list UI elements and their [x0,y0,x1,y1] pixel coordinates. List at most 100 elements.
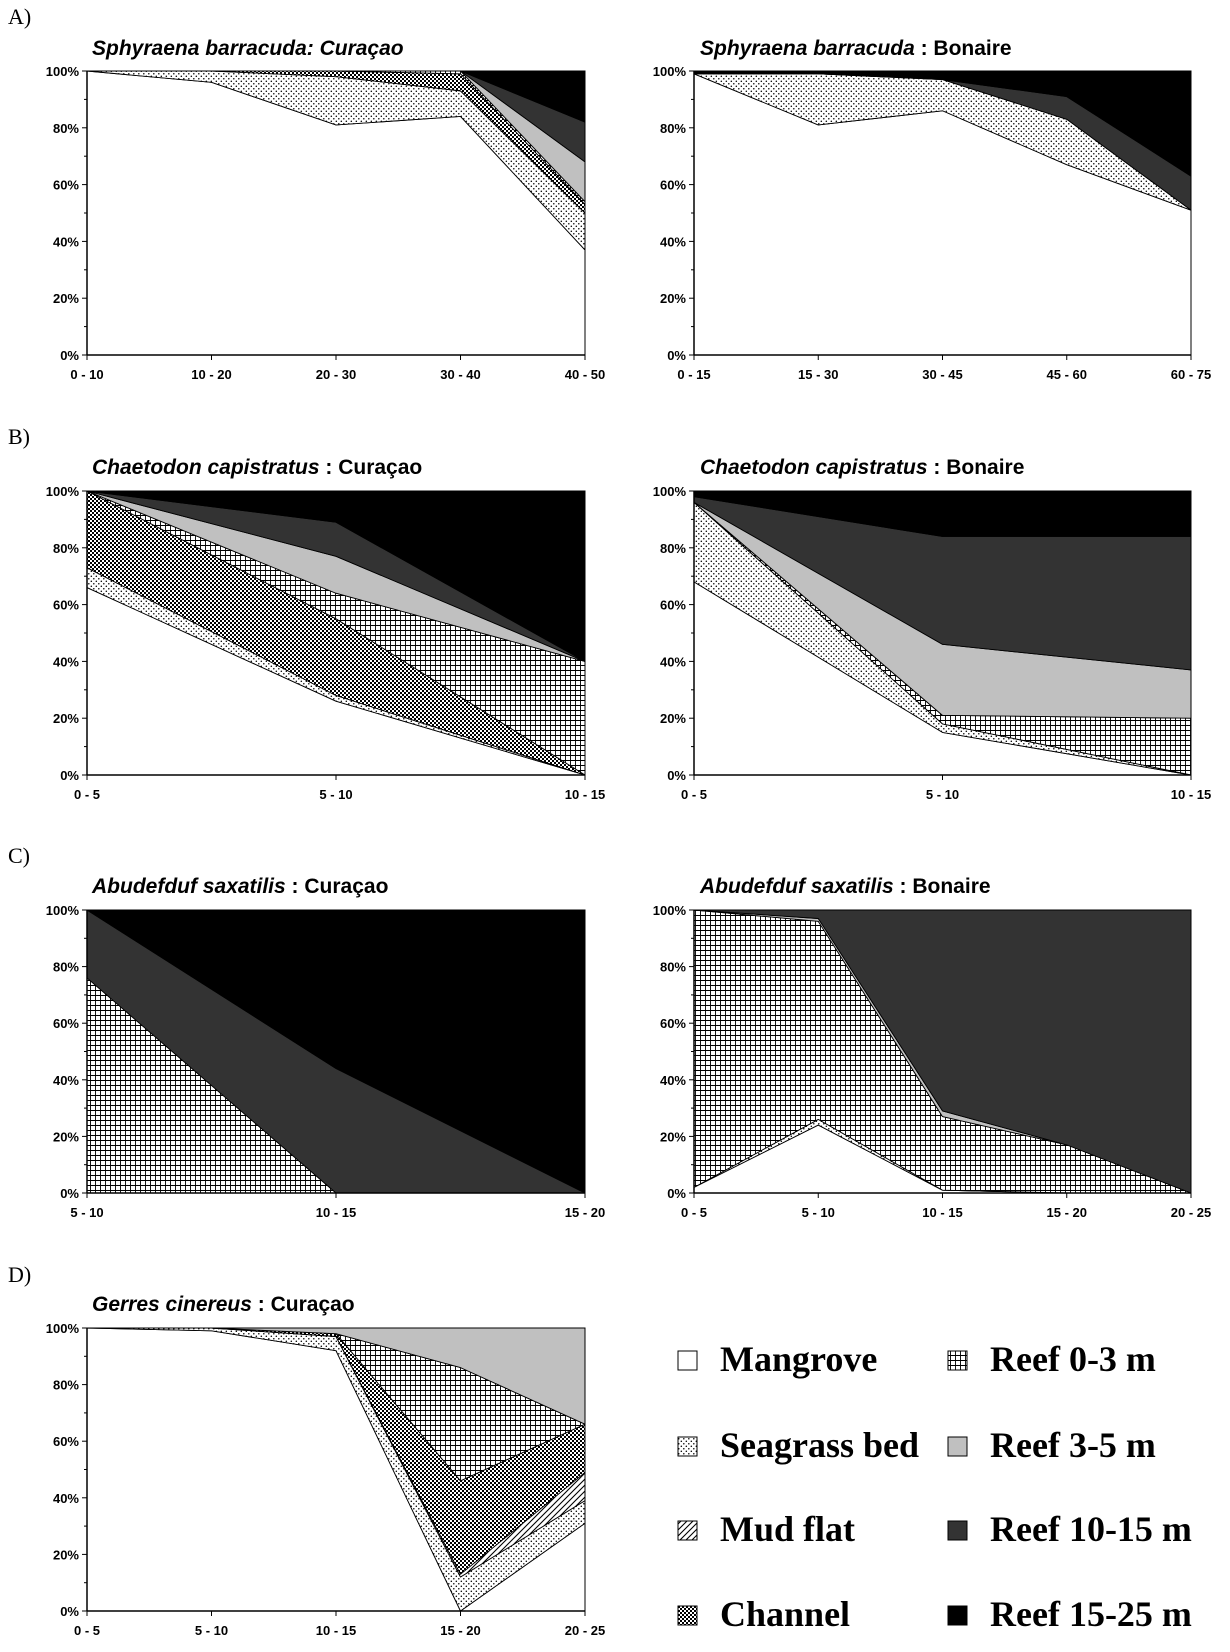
y-tick-label: 40% [660,654,686,669]
legend-swatch [947,1350,968,1371]
x-tick-label: 30 - 40 [440,367,480,382]
y-tick-label: 100% [46,484,80,499]
x-tick-label: 15 - 20 [440,1623,480,1638]
chart-title-location: : Curaçao [286,875,389,898]
y-tick-label: 20% [53,711,79,726]
y-tick-label: 60% [53,1016,79,1031]
x-tick-label: 0 - 5 [681,787,707,802]
y-tick-label: 0% [667,1186,686,1201]
legend-swatch [677,1350,698,1371]
chart-title-species: Chaetodon capistratus [92,456,320,479]
legend-label: Reef 3-5 m [990,1425,1156,1465]
y-tick-label: 40% [53,234,79,249]
x-tick-label: 30 - 45 [922,367,962,382]
legend-swatch [947,1436,968,1457]
y-tick-label: 40% [660,234,686,249]
y-tick-label: 60% [660,598,686,613]
legend-swatch [677,1436,698,1457]
y-tick-label: 20% [660,1129,686,1144]
legend-item-reef35: Reef 3-5 m [947,1425,1156,1465]
panel-label: C) [8,843,30,868]
legend-item-reef03: Reef 0-3 m [947,1339,1156,1379]
chart-title-location: : Bonaire [894,875,991,898]
x-tick-label: 15 - 30 [798,367,838,382]
chart-panel: Chaetodon capistratus : Bonaire 0% 20% 40% 6… [653,456,1211,802]
x-tick-label: 10 - 15 [316,1623,356,1638]
x-tick-label: 5 - 10 [926,787,959,802]
chart-panel: C) Abudefduf saxatilis : Curaçao 0% 20% 40% 6… [8,843,605,1220]
chart-title-species: Sphyraena barracuda: Curaçao [92,37,404,60]
chart-title: Sphyraena barracuda: Curaçao [92,37,404,60]
y-tick-label: 40% [53,1073,79,1088]
panel-label: A) [8,4,31,29]
y-tick-label: 20% [660,711,686,726]
chart-title: Gerres cinereus : Curaçao [92,1293,355,1316]
x-tick-label: 60 - 75 [1171,367,1211,382]
legend-swatch [947,1605,968,1626]
legend-label: Reef 10-15 m [990,1509,1192,1549]
y-tick-label: 0% [60,768,79,783]
x-tick-label: 10 - 20 [191,367,231,382]
y-tick-label: 80% [660,960,686,975]
legend-item-reef1525: Reef 15-25 m [947,1594,1192,1634]
y-tick-label: 0% [60,1186,79,1201]
chart-title: Abudefduf saxatilis : Curaçao [91,875,388,898]
y-tick-label: 40% [53,1491,79,1506]
x-tick-label: 15 - 20 [565,1205,605,1220]
y-tick-label: 100% [653,903,687,918]
legend-label: Mud flat [720,1509,855,1549]
chart-title: Abudefduf saxatilis : Bonaire [699,875,991,898]
y-tick-label: 100% [653,484,687,499]
legend-swatch [947,1520,968,1541]
legend-label: Reef 0-3 m [990,1339,1156,1379]
chart-title: Sphyraena barracuda : Bonaire [700,37,1012,60]
chart-title-species: Sphyraena barracuda [700,37,915,60]
x-tick-label: 20 - 25 [1171,1205,1211,1220]
chart-title-location: : Bonaire [915,37,1012,60]
legend-item-seagrass: Seagrass bed [677,1425,919,1465]
y-tick-label: 100% [46,903,80,918]
y-tick-label: 80% [660,121,686,136]
charts: A)Sphyraena barracuda: Curaçao0%20%40%60… [8,4,1211,1638]
y-tick-label: 60% [53,598,79,613]
legend: Mangrove Seagrass bed Mud flat Channel Reef … [677,1339,1192,1634]
x-tick-label: 5 - 10 [195,1623,228,1638]
y-tick-label: 0% [667,768,686,783]
legend-swatch [677,1520,698,1541]
y-tick-label: 100% [653,64,687,79]
legend-item-mangrove: Mangrove [677,1339,877,1379]
x-tick-label: 10 - 15 [316,1205,356,1220]
legend-label: Seagrass bed [720,1425,919,1465]
x-tick-label: 10 - 15 [922,1205,962,1220]
chart-title-species: Gerres cinereus [92,1293,252,1316]
chart-title-species: Abudefduf saxatilis [699,875,894,898]
y-tick-label: 80% [660,541,686,556]
chart-title-location: : Curaçao [320,456,423,479]
y-tick-label: 80% [53,960,79,975]
y-tick-label: 20% [53,1129,79,1144]
x-tick-label: 5 - 10 [802,1205,835,1220]
y-tick-label: 40% [660,1073,686,1088]
x-tick-label: 0 - 5 [681,1205,707,1220]
legend-label: Reef 15-25 m [990,1594,1192,1634]
x-tick-label: 10 - 15 [1171,787,1211,802]
chart-panel: A) Sphyraena barracuda: Curaçao 0% 20% 40% 60… [8,4,605,382]
legend-label: Channel [720,1594,850,1634]
legend-item-reef1015: Reef 10-15 m [947,1509,1192,1549]
y-tick-label: 0% [667,348,686,363]
y-tick-label: 60% [660,178,686,193]
y-tick-label: 20% [53,1547,79,1562]
x-tick-label: 0 - 5 [74,787,100,802]
panel-label: D) [8,1262,31,1287]
x-tick-label: 15 - 20 [1047,1205,1087,1220]
y-tick-label: 80% [53,121,79,136]
chart-panel: Abudefduf saxatilis : Bonaire 0% 20% 40% 60%… [653,875,1211,1220]
y-tick-label: 0% [60,1604,79,1619]
x-tick-label: 5 - 10 [70,1205,103,1220]
y-tick-label: 100% [46,1321,80,1336]
y-tick-label: 20% [53,291,79,306]
chart-panel: D) Gerres cinereus : Curaçao 0% 20% 40% 60% 80… [8,1262,605,1638]
legend-item-channel: Channel [677,1594,850,1634]
legend-swatch [677,1605,698,1626]
